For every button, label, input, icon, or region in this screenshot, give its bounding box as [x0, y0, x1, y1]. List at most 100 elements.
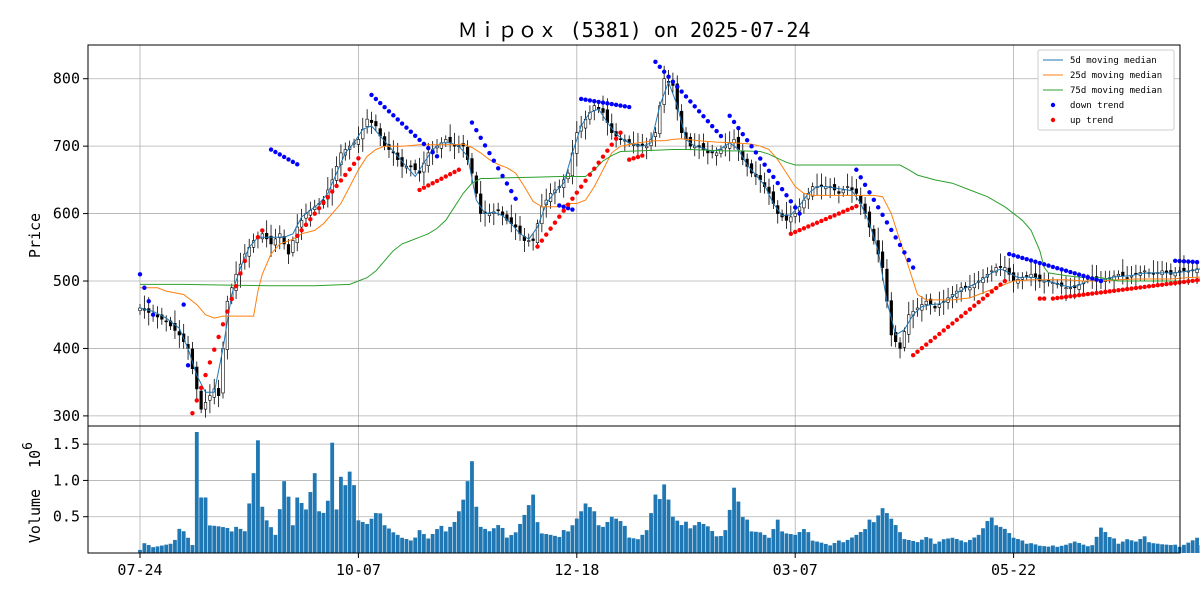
volume-bar — [435, 529, 439, 553]
volume-bar — [456, 511, 461, 553]
trend-dot — [373, 96, 379, 102]
candle-body — [479, 193, 483, 214]
candle-body — [444, 139, 448, 144]
candle-body — [531, 238, 535, 241]
candle-body — [1038, 274, 1042, 282]
volume-bar — [347, 471, 352, 553]
candle-body — [990, 270, 994, 273]
volume-bar — [343, 485, 348, 553]
trend-dot — [1111, 288, 1117, 293]
trend-dot — [1068, 269, 1073, 275]
candle-body — [1025, 275, 1029, 277]
trend-dot — [482, 143, 488, 148]
volume-bar — [1120, 541, 1125, 553]
candle-body — [465, 146, 470, 160]
volume-bar — [1138, 539, 1143, 553]
trend-dot — [212, 347, 217, 352]
volume-bar — [753, 531, 758, 553]
candle-body — [998, 266, 1003, 268]
trend-dot — [587, 98, 593, 103]
volume-bar — [548, 534, 553, 553]
trend-dot — [1041, 296, 1047, 301]
candle-body — [265, 232, 269, 240]
candle-body — [374, 121, 378, 127]
trend-dot — [583, 97, 588, 102]
candle-body — [514, 224, 518, 228]
trend-dot — [552, 220, 558, 225]
volume-bar — [505, 537, 509, 553]
trend-dot — [295, 162, 300, 167]
trend-dot — [871, 197, 877, 203]
trend-dot — [452, 169, 457, 175]
volume-bar — [963, 542, 968, 553]
price-tick-label: 400 — [53, 339, 80, 357]
trend-dot — [1072, 293, 1077, 298]
volume-bar — [199, 497, 204, 553]
volume-bar — [1151, 543, 1156, 553]
volume-bar — [535, 522, 540, 553]
trend-dot — [727, 113, 732, 119]
trend-dot — [841, 209, 846, 214]
trend-dot — [220, 322, 226, 327]
volume-bar — [819, 542, 824, 553]
trend-dot — [919, 345, 925, 351]
volume-bar — [295, 497, 300, 553]
trend-dot — [609, 142, 614, 147]
volume-bar — [1147, 542, 1151, 553]
trend-dot — [605, 148, 610, 153]
volume-bar — [1085, 546, 1090, 553]
volume-bar — [871, 522, 876, 553]
volume-bar — [369, 518, 374, 553]
volume-bar — [675, 520, 680, 553]
candle-body — [291, 240, 295, 253]
volume-bar — [221, 527, 225, 553]
trend-dot — [1186, 259, 1191, 264]
volume-bar — [906, 539, 911, 553]
volume-bar — [1195, 537, 1199, 553]
trend-dot — [928, 338, 933, 344]
trend-dot — [504, 181, 510, 186]
trend-dot — [1120, 287, 1126, 292]
volume-bar — [876, 515, 881, 553]
trend-dot — [312, 211, 317, 216]
trend-dot — [600, 100, 606, 105]
volume-bar — [1016, 539, 1020, 553]
volume-bar — [662, 484, 667, 553]
volume-bar — [378, 513, 383, 553]
trend-dot — [233, 283, 239, 289]
x-tick-label: 12-18 — [554, 561, 599, 579]
volume-bar — [474, 506, 479, 553]
candle-body — [714, 152, 719, 156]
trend-dot — [1072, 271, 1077, 276]
volume-bar — [784, 533, 789, 553]
trend-dot — [487, 150, 492, 156]
trend-dot — [867, 190, 872, 195]
volume-bar — [203, 497, 208, 553]
trend-dot — [587, 172, 593, 177]
trend-dot — [1007, 251, 1012, 257]
candle-body — [789, 216, 793, 223]
volume-bar — [539, 533, 544, 553]
candle-body — [924, 300, 928, 305]
trend-dot — [683, 94, 689, 99]
trend-dot — [945, 324, 951, 330]
volume-bar — [1046, 546, 1051, 553]
volume-bar — [968, 539, 972, 553]
volume-bar — [605, 521, 610, 553]
volume-bar — [1059, 545, 1064, 553]
candle-body — [937, 304, 941, 308]
candle-body — [448, 136, 452, 144]
volume-tick-label: 1.5 — [53, 435, 80, 453]
volume-bar — [836, 540, 841, 553]
volume-bar — [1042, 546, 1047, 553]
volume-bar — [269, 527, 273, 553]
volume-bar — [719, 536, 723, 553]
volume-bar — [352, 485, 356, 553]
trend-dot — [893, 235, 898, 240]
volume-bar — [522, 514, 527, 553]
volume-bar — [557, 537, 562, 553]
trend-dot — [185, 363, 191, 368]
volume-bar — [797, 532, 802, 553]
trend-dot — [797, 211, 802, 216]
